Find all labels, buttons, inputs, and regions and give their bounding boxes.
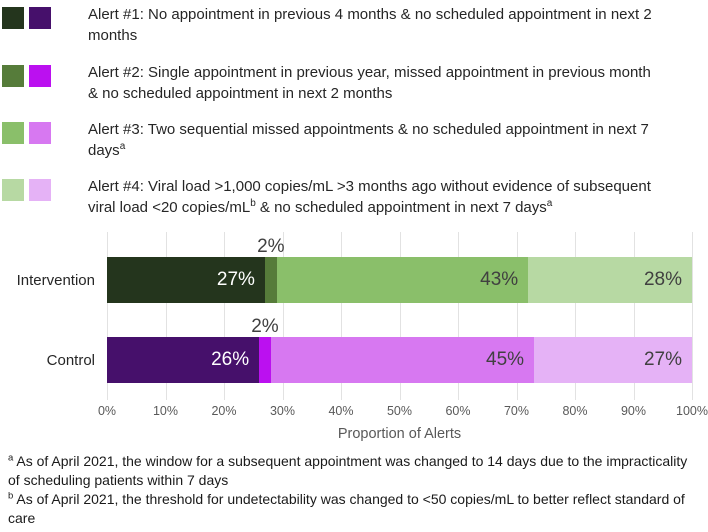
segment-value-label: 27% [643,349,682,370]
x-axis-title: Proportion of Alerts [337,426,462,442]
bar-segment [534,337,692,383]
gridline [399,232,401,400]
legend-swatch-intervention [2,122,24,144]
x-tick-label: 0% [97,404,117,418]
bar-segment [276,257,529,303]
legend-swatch-control [29,179,51,201]
bar-segment [528,257,692,303]
segment-value-label: 2% [251,316,279,337]
bar-control: 26% 2% 45% 27% [107,317,692,383]
superscript-marker: b [8,490,14,502]
gridline [224,232,225,400]
gridline [633,232,635,400]
footnotes: a As of April 2021, the window for a sub… [8,452,702,528]
segment-value-label: 2% [257,236,285,257]
gridline [282,232,284,400]
bar-segment [107,337,260,383]
bar-segment [264,257,277,303]
segment-value-label: 28% [643,269,682,290]
legend-swatch-intervention [2,7,24,29]
x-tick-label: 70% [503,404,530,418]
plot-area: 0% 10% 20% 30% 40% 50% 60% 70% 80% 90% 100% 27% 2% 43… [98,232,708,418]
legend-swatch-control [29,122,51,144]
gridline [575,232,576,400]
x-tick-label: 80% [562,404,588,418]
bar-intervention: 27% 2% 43% 28% [107,237,692,303]
legend-swatch-intervention [2,65,24,87]
bar-segment [107,257,265,303]
x-tick-label: 100% [676,404,708,418]
bar-segment [259,337,271,383]
segment-value-label: 27% [216,269,255,290]
segment-value-label: 26% [211,349,250,370]
legend-swatch-control [29,7,51,29]
footnote: a As of April 2021, the window for a sub… [8,452,702,490]
gridline [341,232,342,400]
text-part: & no scheduled appointment in next 7 day… [255,199,547,216]
legend-swatch-control [29,65,51,87]
x-tick-label: 90% [620,404,647,418]
segment-value-label: 43% [480,269,519,290]
legend-item-label: Alert #4: Viral load >1,000 copies/mL >3… [88,176,663,218]
category-label-control: Control [46,351,95,369]
gridline [516,232,518,400]
text-part: Alert #3: Two sequential missed appointm… [88,121,649,159]
category-label-intervention: Intervention [16,271,95,289]
gridline [165,232,167,400]
superscript-marker: a [119,141,126,152]
x-tick-label: 60% [445,404,471,418]
legend-swatch-intervention [2,179,24,201]
superscript-marker: b [250,198,256,209]
gridline [107,232,108,400]
x-tick-label: 40% [328,404,354,418]
gridline [692,232,693,400]
superscript-marker: a [546,198,553,209]
text-part: Alert #1: No appointment in previous 4 m… [88,6,652,44]
x-tick-label: 50% [386,404,413,418]
footnote: b As of April 2021, the threshold for un… [8,490,702,528]
gridline [458,232,459,400]
text-part: Alert #4: Viral load >1,000 copies/mL >3… [88,178,651,216]
x-tick-label: 10% [152,404,179,418]
legend-item-label: Alert #1: No appointment in previous 4 m… [88,4,663,46]
text-part: Alert #2: Single appointment in previous… [88,64,651,102]
text-part: As of April 2021, the window for a subse… [8,453,688,488]
legend-item-label: Alert #2: Single appointment in previous… [88,62,663,104]
x-tick-label: 20% [211,404,237,418]
bar-segment [270,337,535,383]
x-tick-label: 30% [269,404,296,418]
legend-item-label: Alert #3: Two sequential missed appointm… [88,119,663,161]
superscript-marker: a [8,452,14,464]
text-part: As of April 2021, the threshold for unde… [8,491,685,526]
segment-value-label: 45% [486,349,525,370]
